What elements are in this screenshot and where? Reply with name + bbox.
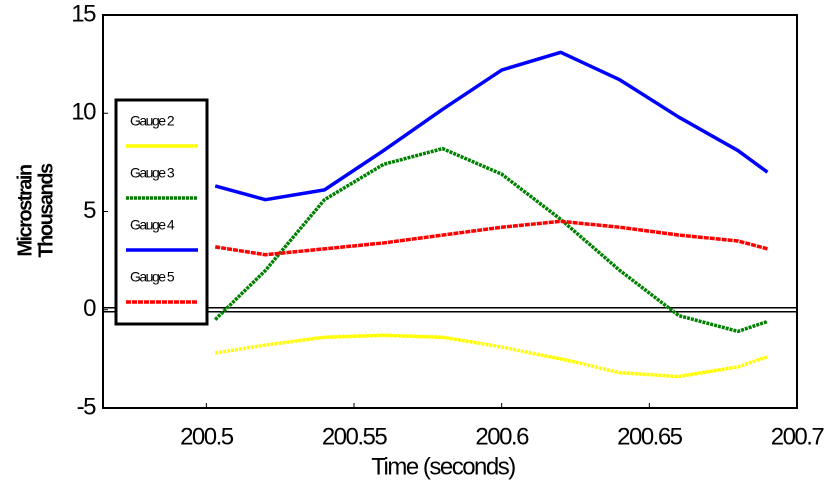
- x-tick-label: 200.55: [322, 423, 388, 450]
- series-line: [214, 219, 768, 257]
- legend-label: Gauge 3: [130, 165, 175, 181]
- x-axis-label: Time (seconds): [371, 453, 515, 480]
- x-tick-label: 200.7: [771, 423, 825, 450]
- legend-label: Gauge 4: [130, 217, 175, 233]
- legend-label: Gauge 2: [130, 113, 175, 129]
- y-tick-label: 5: [83, 197, 96, 224]
- x-tick-label: 200.65: [617, 423, 683, 450]
- y-tick-label: 0: [83, 295, 96, 322]
- x-tick-label: 200.5: [180, 423, 234, 450]
- x-tick-label: 200.6: [475, 423, 529, 450]
- y-tick-label: 15: [71, 0, 96, 27]
- series-line: [213, 146, 769, 334]
- series-line: [214, 333, 769, 379]
- series-line: [214, 50, 769, 202]
- y-tick-label: -5: [77, 393, 96, 420]
- legend-box: [114, 98, 209, 326]
- y-axis-label: Thousands: [35, 163, 57, 258]
- y-axis-label: Microstrain: [14, 165, 36, 257]
- y-tick-label: 10: [71, 99, 96, 126]
- legend-label: Gauge 5: [130, 269, 175, 285]
